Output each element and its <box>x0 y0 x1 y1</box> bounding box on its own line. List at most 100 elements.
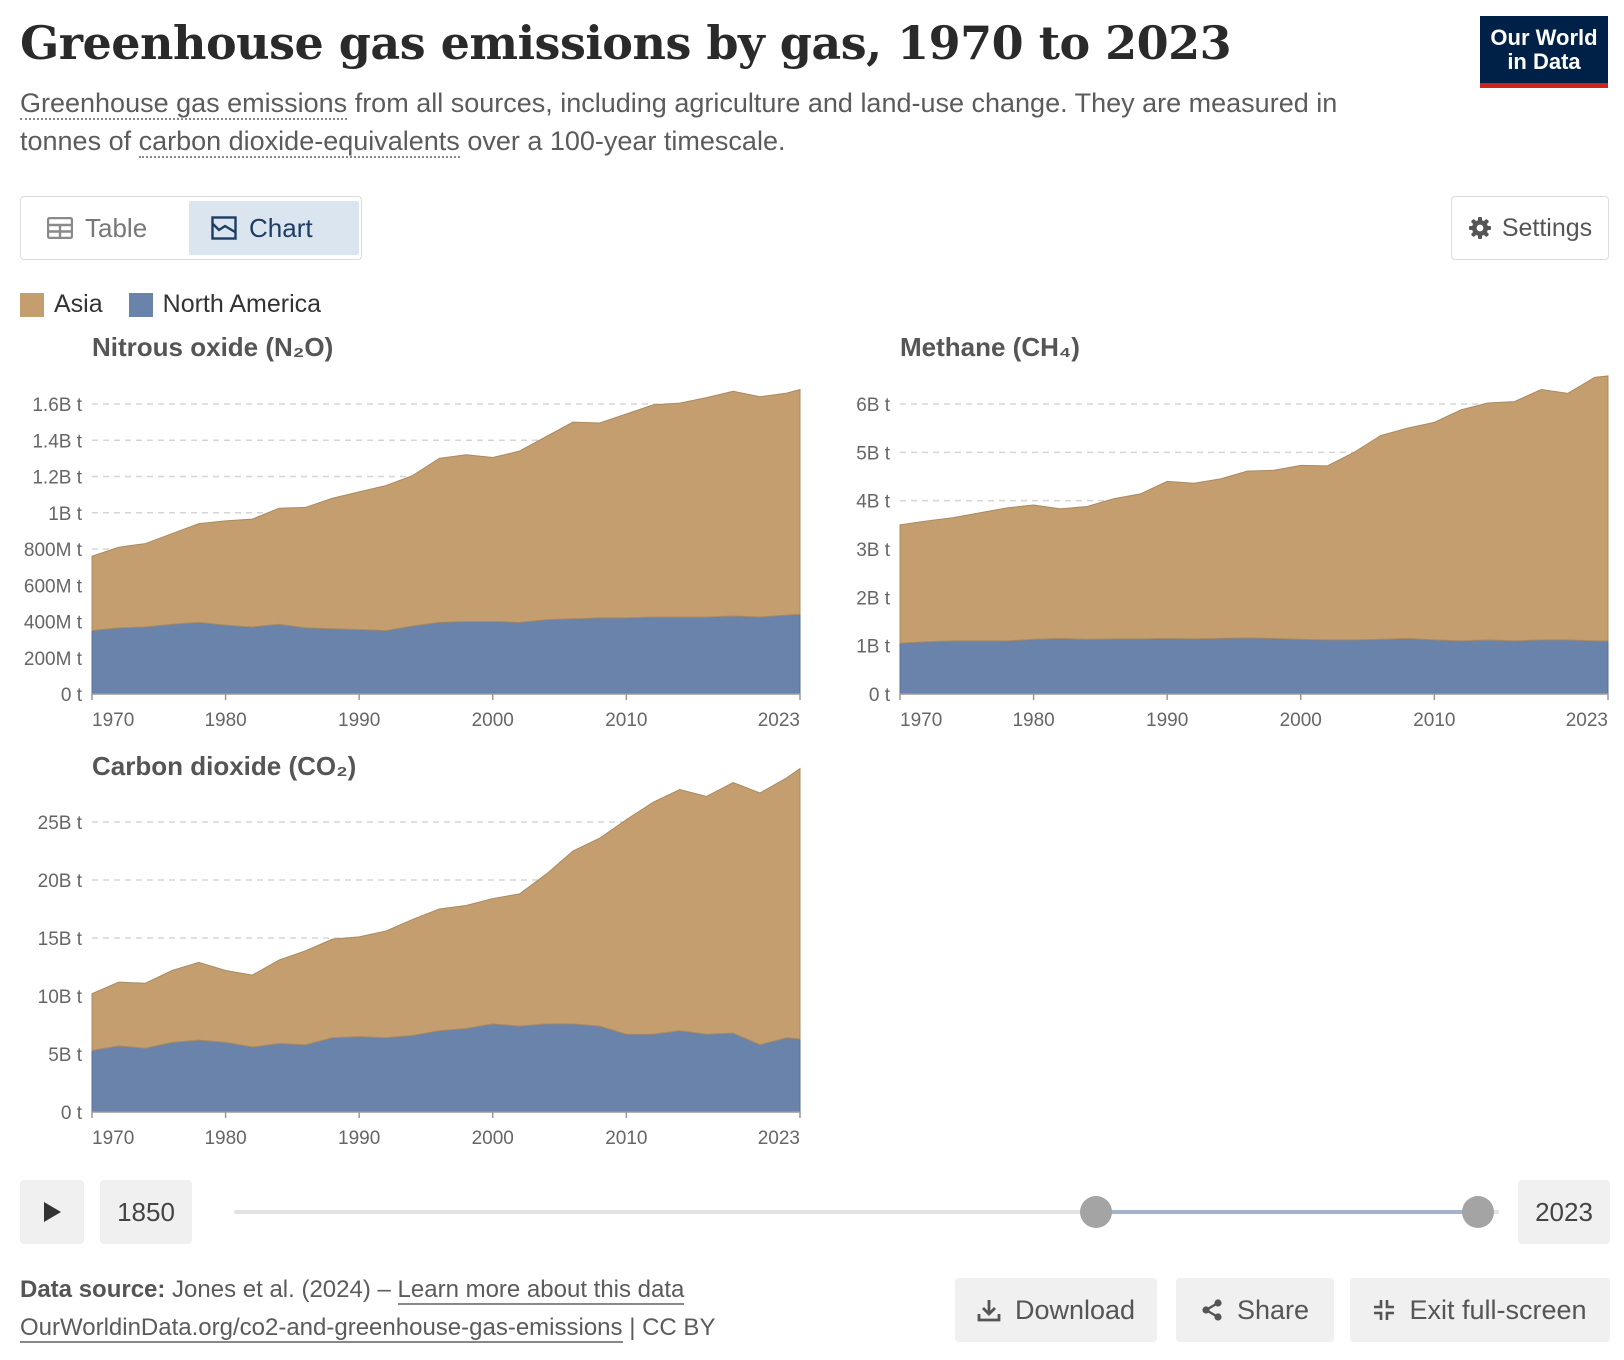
ch4-chart-title: Methane (CH₄) <box>900 332 1080 362</box>
timeline-start-year[interactable]: 1850 <box>100 1180 192 1244</box>
exit-fullscreen-label: Exit full-screen <box>1409 1294 1587 1325</box>
n2o-x-tick-label: 1980 <box>204 710 246 731</box>
ch4-y-tick-label: 6B t <box>856 395 891 416</box>
source-label: Data source: <box>20 1276 166 1303</box>
page-url-link[interactable]: OurWorldinData.org/co2-and-greenhouse-ga… <box>20 1314 623 1343</box>
subtitle-text-1: from all sources, including agriculture … <box>20 88 1338 156</box>
ch4-x-tick-label: 1980 <box>1012 710 1054 731</box>
n2o-chart-title: Nitrous oxide (N₂O) <box>92 332 333 362</box>
view-tabs: Table Chart <box>20 196 362 260</box>
n2o-y-tick-label: 1B t <box>48 504 83 525</box>
ch4-y-tick-label: 1B t <box>856 637 891 658</box>
download-icon <box>977 1300 1001 1322</box>
ch4-y-tick-label: 2B t <box>856 588 891 609</box>
page-title: Greenhouse gas emissions by gas, 1970 to… <box>20 16 1232 70</box>
ch4-y-tick-label: 3B t <box>856 540 891 561</box>
n2o-y-tick-label: 1.6B t <box>32 395 82 416</box>
ch4-y-tick-label: 4B t <box>856 492 891 513</box>
legend-label-north-america: North America <box>162 290 322 318</box>
learn-more-link[interactable]: Learn more about this data <box>397 1276 685 1305</box>
n2o-y-tick-label: 0 t <box>61 685 83 706</box>
co2-chart-title: Carbon dioxide (CO₂) <box>92 751 356 781</box>
timeline-start-handle[interactable] <box>1080 1196 1112 1228</box>
ch4-y-tick-label: 5B t <box>856 443 891 464</box>
ghg-emissions-link[interactable]: Greenhouse gas emissions <box>20 88 348 120</box>
co2-x-tick-label: 1980 <box>204 1128 246 1149</box>
n2o-x-tick-label: 1990 <box>338 710 380 731</box>
co2-x-tick-label: 2010 <box>605 1128 647 1149</box>
n2o-y-tick-label: 600M t <box>24 576 83 597</box>
logo-line-2: in Data <box>1507 49 1581 74</box>
ch4-y-tick-label: 0 t <box>869 685 891 706</box>
n2o-y-tick-label: 400M t <box>24 613 83 634</box>
co2-y-tick-label: 5B t <box>48 1045 83 1066</box>
n2o-y-tick-label: 200M t <box>24 649 83 670</box>
tab-chart-label: Chart <box>249 212 313 243</box>
co2-y-tick-label: 15B t <box>38 929 83 950</box>
n2o-x-tick-label: 2010 <box>605 710 647 731</box>
legend-swatch-asia <box>20 292 44 317</box>
n2o-y-tick-label: 800M t <box>24 540 83 561</box>
legend-swatch-north-america <box>128 292 153 317</box>
ch4-area-north-america <box>899 637 1609 695</box>
n2o-area-north-america <box>91 613 801 695</box>
settings-label: Settings <box>1501 213 1593 242</box>
settings-button[interactable]: Settings <box>1451 196 1609 260</box>
co2-y-tick-label: 20B t <box>38 871 83 892</box>
co2-y-tick-label: 10B t <box>38 987 83 1008</box>
timeline-selected-range <box>1096 1210 1481 1214</box>
play-button[interactable] <box>20 1180 84 1244</box>
co2-x-tick-label: 2000 <box>472 1128 514 1149</box>
download-label: Download <box>1014 1294 1136 1325</box>
gear-icon <box>1468 217 1491 239</box>
co2-y-tick-label: 25B t <box>38 813 83 834</box>
tab-table-label: Table <box>85 212 148 243</box>
table-icon <box>47 217 73 239</box>
co2-area-asia <box>91 767 801 1052</box>
owid-logo[interactable]: Our World in Data <box>1480 16 1608 88</box>
n2o-x-tick-label: 1970 <box>92 710 134 731</box>
exit-fullscreen-button[interactable]: Exit full-screen <box>1350 1278 1610 1342</box>
subtitle-text-2: over a 100-year timescale. <box>459 126 786 156</box>
ch4-x-tick-label: 1990 <box>1146 710 1188 731</box>
co2-x-tick-label: 2023 <box>758 1128 800 1149</box>
exit-fullscreen-icon <box>1374 1300 1395 1320</box>
charts-canvas: Nitrous oxide (N₂O) 0 t 200M t 400M t 600M t… <box>24 332 1609 1149</box>
timeline: 1850 2023 <box>20 1180 1610 1244</box>
timeline-track[interactable] <box>234 1210 1499 1214</box>
ch4-area-asia <box>899 375 1609 644</box>
ch4-x-tick-label: 2000 <box>1280 710 1322 731</box>
license-text: | CC BY <box>622 1314 716 1341</box>
ch4-x-tick-label: 2023 <box>1566 710 1608 731</box>
timeline-end-year[interactable]: 2023 <box>1518 1180 1610 1244</box>
co2-y-tick-label: 0 t <box>61 1103 83 1124</box>
n2o-x-tick-label: 2023 <box>758 710 800 731</box>
ch4-x-tick-label: 1970 <box>900 710 942 731</box>
n2o-x-tick-label: 2000 <box>472 710 514 731</box>
download-button[interactable]: Download <box>955 1278 1157 1342</box>
logo-accent-bar <box>1480 83 1608 88</box>
ch4-x-tick-label: 2010 <box>1413 710 1455 731</box>
legend-label-asia: Asia <box>54 290 103 318</box>
chart-icon <box>211 216 237 240</box>
subtitle: Greenhouse gas emissions from all source… <box>20 84 1360 160</box>
timeline-end-handle[interactable] <box>1462 1196 1494 1228</box>
n2o-y-tick-label: 1.4B t <box>32 431 82 452</box>
share-button[interactable]: Share <box>1176 1278 1334 1342</box>
share-icon <box>1202 1299 1222 1321</box>
legend-item-north-america[interactable]: North America <box>128 290 322 319</box>
footer-url: OurWorldinData.org/co2-and-greenhouse-ga… <box>20 1314 716 1343</box>
n2o-y-tick-label: 1.2B t <box>32 468 82 489</box>
legend-item-asia[interactable]: Asia <box>20 290 103 319</box>
source-text: Jones et al. (2024) – <box>165 1276 398 1303</box>
tab-table[interactable]: Table <box>25 201 205 255</box>
co2-x-tick-label: 1990 <box>338 1128 380 1149</box>
co2-x-tick-label: 1970 <box>92 1128 134 1149</box>
legend: Asia North America <box>20 290 321 319</box>
co2-equivalents-link[interactable]: carbon dioxide-equivalents <box>138 126 460 158</box>
data-source: Data source: Jones et al. (2024) – Learn… <box>20 1276 685 1305</box>
tab-chart[interactable]: Chart <box>189 201 359 255</box>
play-icon <box>44 1202 61 1222</box>
n2o-area-asia <box>91 388 801 632</box>
share-label: Share <box>1236 1294 1310 1325</box>
